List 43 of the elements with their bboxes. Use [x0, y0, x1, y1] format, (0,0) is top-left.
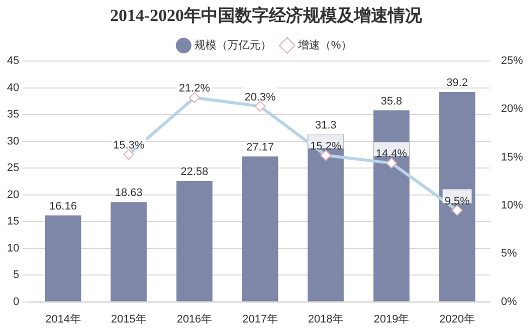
data-label: 27.17 [246, 141, 274, 154]
bar [308, 134, 344, 302]
y2-tick-label: 20% [500, 103, 524, 116]
y2-tick-label: 5% [500, 248, 518, 260]
chart-title: 2014-2020年中国数字经济规模及增速情况 [109, 5, 423, 27]
data-label: 22.58 [180, 166, 208, 178]
data-label: 21.2% [178, 82, 210, 95]
y-tick-label: 40 [6, 82, 20, 94]
data-label: 39.2 [446, 77, 468, 90]
bar [45, 215, 82, 302]
y-tick-label: 35 [6, 108, 20, 121]
legend-label: 规模（万亿元） [194, 40, 272, 52]
y2-tick-label: 0% [500, 296, 518, 308]
legend-label: 增速（%） [297, 38, 352, 52]
x-tick-label: 2016年 [176, 313, 212, 326]
y-tick-label: 45 [6, 55, 20, 68]
y-tick-label: 20 [6, 188, 20, 201]
bar [439, 92, 476, 302]
y-tick-label: 5 [13, 269, 20, 282]
y2-tick-label: 15% [500, 151, 524, 164]
data-label: 16.16 [49, 200, 77, 212]
y-tick-label: 25 [6, 162, 20, 174]
data-label: 35.8 [380, 95, 402, 108]
x-tick-label: 2019年 [374, 313, 410, 326]
x-tick-label: 2014年 [45, 313, 81, 326]
bar [242, 156, 278, 302]
y-tick-label: 10 [6, 242, 20, 254]
x-tick-label: 2015年 [111, 313, 146, 326]
data-label: 15.3% [113, 139, 145, 152]
bar [110, 202, 147, 302]
data-label: 20.3% [244, 91, 276, 104]
y-tick-label: 0 [13, 296, 20, 308]
x-tick-label: 2018年 [308, 313, 344, 326]
y-tick-label: 15 [6, 216, 20, 228]
bar [176, 180, 212, 302]
y2-tick-label: 10% [500, 200, 524, 212]
data-label: 18.63 [114, 187, 143, 200]
bar [373, 110, 410, 302]
x-tick-label: 2017年 [242, 313, 278, 326]
y2-tick-label: 25% [500, 55, 524, 68]
y-tick-label: 30 [6, 135, 20, 148]
data-label: 31.3 [315, 119, 336, 132]
x-tick-label: 2020年 [439, 313, 475, 326]
